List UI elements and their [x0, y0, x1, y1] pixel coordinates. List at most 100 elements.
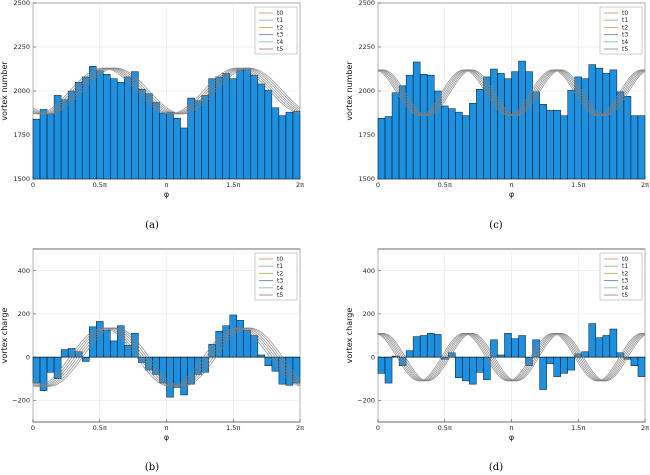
legend-entry: t2 — [622, 270, 628, 277]
x-tick-label: 0.5π — [93, 424, 107, 432]
bar — [567, 89, 575, 180]
bar — [222, 73, 230, 180]
bar — [117, 81, 125, 180]
x-axis-label: φ — [164, 433, 169, 442]
bar — [285, 111, 294, 180]
y-tick-label: 1750 — [13, 131, 30, 139]
bar — [250, 74, 259, 180]
bar — [525, 71, 533, 180]
legend-box — [599, 252, 643, 301]
bar — [490, 68, 498, 180]
legend-entry: t3 — [622, 32, 628, 39]
bar — [257, 354, 266, 358]
x-tick-label: 0.5π — [438, 181, 452, 189]
y-tick-label: 2500 — [13, 0, 30, 7]
x-axis-label: φ — [509, 190, 514, 199]
bar — [271, 107, 280, 180]
bar — [278, 115, 287, 180]
bar — [138, 89, 146, 180]
series-curve-t2 — [32, 67, 301, 115]
bar — [412, 61, 421, 180]
bar — [124, 345, 132, 358]
series-curve-t3 — [377, 332, 646, 382]
legend-entry: t1 — [622, 17, 628, 24]
y-tick-label: −200 — [12, 397, 30, 405]
bar — [194, 100, 202, 180]
series-curve-t0 — [32, 327, 301, 387]
x-tick-label: 1.5π — [226, 424, 240, 432]
series-curve-t1 — [32, 67, 301, 115]
legend-entry: t0 — [622, 256, 628, 263]
bar — [497, 73, 505, 180]
bar — [405, 350, 414, 358]
y-tick-label: 0 — [371, 353, 375, 361]
y-tick-label: 200 — [363, 310, 375, 318]
legend-entry: t0 — [622, 10, 628, 17]
bar — [623, 96, 632, 180]
bar — [81, 76, 90, 180]
bar — [110, 340, 118, 358]
legend-entry: t5 — [277, 46, 283, 53]
bar — [609, 328, 618, 358]
bar — [518, 60, 526, 180]
legend-entry: t4 — [622, 39, 628, 46]
bar — [229, 78, 237, 180]
x-tick-label: 1.5π — [571, 181, 585, 189]
bar — [588, 323, 597, 358]
bar — [539, 103, 547, 180]
bar — [292, 356, 301, 384]
bar — [441, 105, 449, 180]
series-curve-t4 — [32, 327, 301, 387]
series-curve-t4 — [377, 332, 646, 382]
y-tick-label: −200 — [357, 397, 375, 405]
bar — [581, 78, 590, 180]
series-curve-t4 — [377, 69, 646, 116]
caption-c: (c) — [489, 220, 503, 231]
x-tick-label: 0.5π — [93, 181, 107, 189]
bar — [103, 74, 111, 180]
bar — [187, 97, 195, 180]
bar — [532, 91, 540, 180]
bar — [208, 78, 216, 180]
bar — [96, 321, 104, 358]
bar — [630, 115, 639, 180]
bar — [504, 78, 512, 180]
bar — [553, 110, 561, 180]
series-curve-t5 — [377, 332, 646, 382]
panel-a: 1500 1750 2000 2250 2500 0 0.5π π 1.5π 2π φ vortex … — [0, 0, 304, 199]
bar — [455, 111, 463, 180]
series-curve-t5 — [377, 69, 646, 116]
legend-entry: t0 — [277, 256, 283, 263]
legend-entry: t3 — [622, 278, 628, 285]
x-axis-label: φ — [164, 190, 169, 199]
bar — [462, 115, 470, 180]
bar — [194, 356, 202, 375]
bar — [243, 329, 252, 358]
bar — [553, 356, 561, 377]
bar — [391, 92, 400, 180]
y-axis-label: vortex number — [345, 61, 354, 121]
y-tick-label: 400 — [18, 267, 30, 275]
y-tick-label: 2250 — [358, 43, 375, 51]
bar — [433, 334, 442, 358]
bar — [39, 109, 48, 180]
legend-entry: t1 — [277, 263, 283, 270]
y-tick-label: 1500 — [13, 175, 30, 183]
legend-entry: t5 — [622, 292, 628, 299]
bar — [637, 356, 646, 377]
bar — [96, 70, 104, 180]
series-curve-t4 — [32, 67, 301, 115]
bar — [201, 95, 209, 180]
bar — [384, 116, 393, 180]
x-tick-label: π — [510, 181, 514, 189]
bar — [455, 356, 463, 378]
bar — [595, 67, 604, 180]
x-tick-label: 2π — [296, 181, 304, 189]
bar — [236, 320, 245, 358]
bar — [476, 89, 484, 180]
bar — [131, 71, 139, 180]
legend-entry: t2 — [622, 24, 628, 31]
legend-entry: t4 — [277, 285, 283, 292]
legend-box — [599, 6, 643, 55]
